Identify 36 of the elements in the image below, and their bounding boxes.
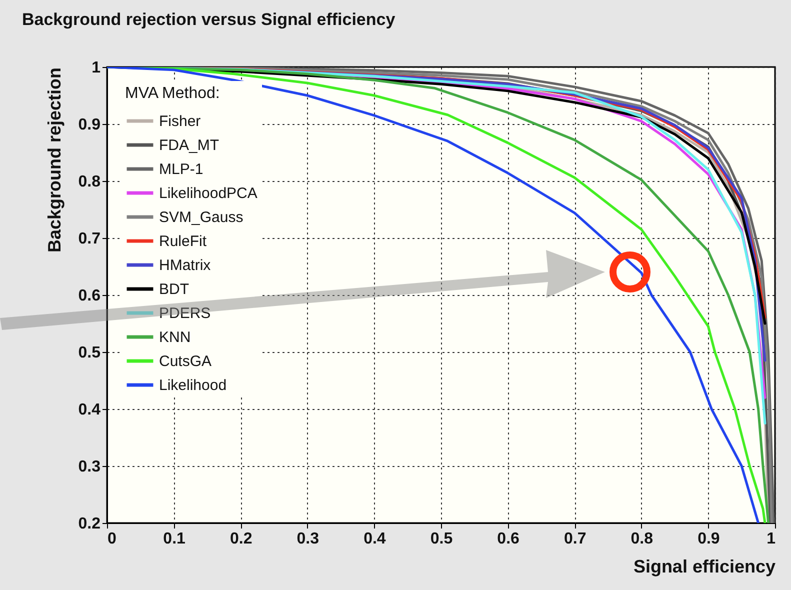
x-tick-label: 1 [766,530,776,548]
legend-label: HMatrix [159,257,212,274]
x-tick-label: 0.1 [163,530,186,548]
x-tick-label: 0.6 [497,530,520,548]
y-tick-label: 1 [92,60,101,76]
y-tick-label: 0.4 [78,402,101,418]
y-tick-label: 0.5 [78,344,101,362]
legend-label: BDT [159,281,189,298]
legend-label: CutsGA [159,353,212,370]
x-tick-label: 0.9 [698,530,720,548]
y-axis-title: Background rejection [44,68,64,253]
legend-label: RuleFit [159,233,208,250]
y-tick-label: 0.3 [78,458,101,476]
legend-label: SVM_Gauss [159,209,244,226]
x-tick-label: 0 [108,530,116,548]
x-tick-label: 0.3 [296,530,320,548]
legend-label: FDA_MT [159,137,219,154]
x-tick-label: 0.5 [430,530,453,548]
legend-label: Likelihood [159,377,227,394]
x-tick-label: 0.8 [630,530,654,548]
x-tick-label: 0.7 [564,530,586,548]
x-tick-label: 0.2 [230,530,252,548]
x-tick-label: 0.4 [364,530,386,548]
legend-label: PDERS [159,305,211,322]
chart-title: Background rejection versus Signal efficiency [22,10,396,29]
y-tick-label: 0.9 [78,116,101,134]
legend-label: KNN [159,329,191,346]
x-axis-title: Signal efficiency [633,556,776,576]
y-tick-label: 0.6 [78,288,101,304]
y-tick-label: 0.7 [78,230,101,248]
legend-label: MLP-1 [159,161,204,178]
y-tick-label: 0.2 [78,516,101,532]
legend-label: LikelihoodPCA [159,185,258,202]
legend-label: Fisher [159,113,201,130]
legend-title: MVA Method: [125,85,220,102]
y-tick-label: 0.8 [78,174,101,190]
